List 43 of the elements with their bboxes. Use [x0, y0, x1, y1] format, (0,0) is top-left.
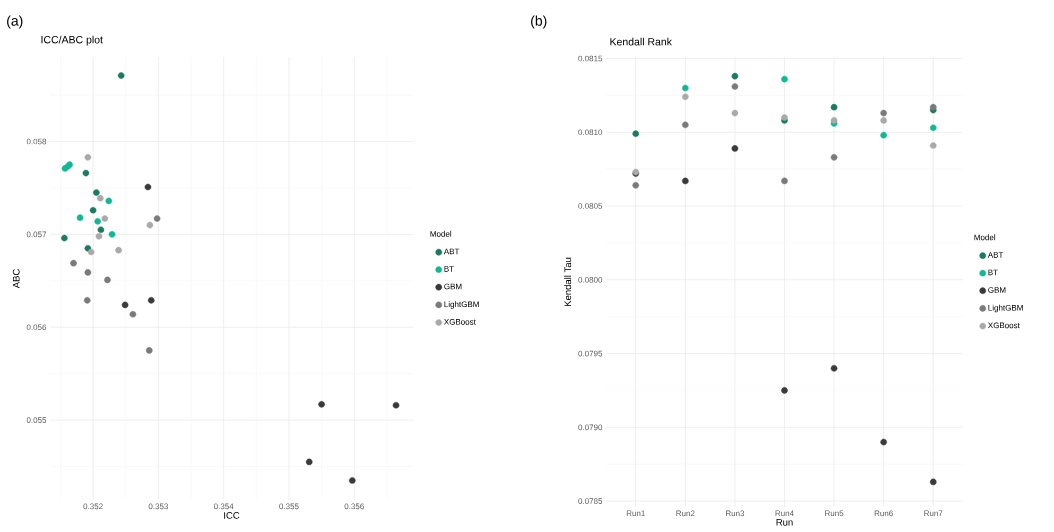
- x-axis-title: Run: [776, 519, 793, 526]
- y-tick-label: 0.057: [26, 231, 47, 238]
- x-tick-label: Run7: [924, 510, 943, 517]
- y-axis-title: ABC: [12, 269, 20, 289]
- legend-label: XGBoost: [444, 319, 476, 325]
- legend-label: GBM: [444, 283, 462, 290]
- y-tick-label: 0.0815: [578, 55, 603, 62]
- x-tick-label: Run5: [825, 510, 844, 517]
- x-tick-label: 0.352: [83, 503, 103, 510]
- text: (a): [7, 15, 23, 29]
- x-tick-label: Run1: [626, 510, 645, 517]
- chart-title: Kendall Rank: [610, 37, 672, 46]
- legend-label: ABT: [443, 248, 460, 255]
- y-tick-label: 0.056: [26, 324, 47, 331]
- x-tick-label: 0.353: [148, 503, 169, 510]
- y-tick-label: 0.0805: [578, 203, 603, 209]
- y-tick-label: 0.0785: [578, 498, 603, 504]
- y-tick-label: 0.0790: [578, 424, 603, 431]
- legend-label: XGBoost: [988, 322, 1020, 329]
- x-tick-label: 0.354: [213, 503, 234, 510]
- legend-title: Model: [974, 234, 996, 241]
- y-tick-label: 0.058: [26, 138, 47, 145]
- y-axis-title: Kendall Tau: [564, 257, 572, 307]
- legend-label: ABT: [987, 252, 1004, 258]
- x-tick-label: Run2: [676, 510, 695, 517]
- y-tick-label: 0.0800: [578, 276, 603, 283]
- x-tick-label: 0.355: [279, 503, 299, 510]
- y-tick-label: 0.0810: [578, 129, 603, 136]
- x-axis-title: ICC: [224, 512, 240, 519]
- legend-label: BT: [988, 269, 998, 276]
- x-tick-label: 0.356: [344, 503, 364, 510]
- y-tick-label: 0.0795: [578, 350, 603, 357]
- legend-label: LightGBM: [444, 301, 479, 309]
- legend-title: Model: [430, 230, 452, 237]
- legend-label: GBM: [988, 287, 1006, 293]
- text: (b): [531, 15, 547, 29]
- x-tick-label: Run6: [874, 510, 893, 517]
- legend-label: LightGBM: [988, 304, 1023, 313]
- chart-title: ICC/ABC plot: [41, 35, 103, 46]
- x-tick-label: Run3: [726, 510, 745, 517]
- y-tick-label: 0.055: [26, 417, 47, 423]
- legend-label: BT: [444, 266, 454, 272]
- x-tick-label: Run4: [775, 510, 794, 517]
